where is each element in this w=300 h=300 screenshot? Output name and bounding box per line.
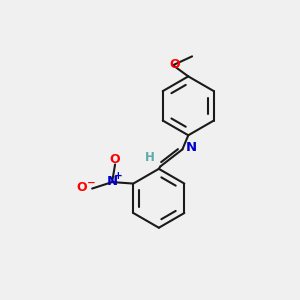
- Text: +: +: [114, 171, 123, 181]
- Text: O: O: [76, 182, 87, 194]
- Text: N: N: [186, 141, 197, 154]
- Text: −: −: [87, 178, 96, 188]
- Text: O: O: [110, 153, 120, 166]
- Text: O: O: [169, 58, 180, 71]
- Text: N: N: [107, 175, 118, 188]
- Text: H: H: [145, 151, 155, 164]
